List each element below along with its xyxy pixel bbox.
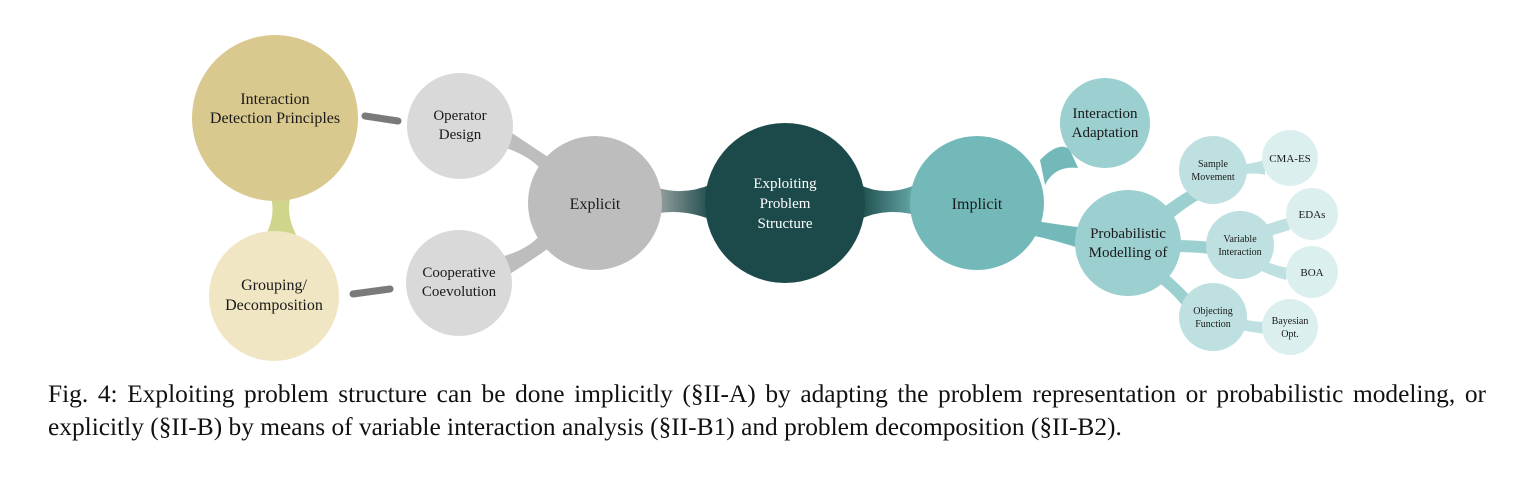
node-objecting-function	[1179, 283, 1247, 351]
label-implicit-line: Implicit	[952, 196, 1003, 213]
label-grouping-decomposition-line: Decomposition	[225, 297, 323, 314]
connector-implicit-adaptation	[1040, 146, 1078, 185]
label-interaction-detection-line: Interaction	[240, 91, 309, 108]
node-variable-interaction	[1206, 211, 1274, 279]
label-grouping-decomposition: Grouping/Decomposition	[225, 277, 323, 314]
label-operator-design: Operator Design	[433, 108, 486, 143]
label-interaction-adaptation: Interaction Adaptation	[1072, 106, 1139, 141]
node-probabilistic-modelling	[1075, 190, 1181, 296]
label-bayesian-opt-line: Opt.	[1281, 329, 1299, 340]
mind-map-diagram: Interaction Detection Principles Grouping…	[192, 35, 1338, 361]
label-edas: EDAs	[1299, 209, 1326, 221]
label-boa: BOA	[1300, 267, 1323, 279]
node-implicit	[910, 136, 1044, 270]
node-interaction-adaptation	[1060, 78, 1150, 168]
node-interaction-detection	[192, 35, 358, 201]
node-grouping-decomposition	[209, 231, 339, 361]
node-center	[705, 123, 865, 283]
label-operator-design-line: Operator	[433, 108, 486, 124]
dash-grouping-cooperative	[349, 285, 394, 298]
label-probabilistic-modelling-line: Modelling of	[1089, 245, 1168, 261]
node-cma-es	[1262, 130, 1318, 186]
label-objecting-function-line: Function	[1195, 319, 1231, 330]
connector-implicit-probabilistic	[1030, 220, 1085, 250]
labels: Interaction Detection Principles Grouping…	[210, 91, 1326, 340]
label-variable-interaction-line: Variable	[1223, 234, 1257, 245]
label-interaction-detection: Interaction Detection Principles	[210, 91, 340, 127]
dash-interaction-operator	[361, 112, 402, 125]
label-objecting-function: Objecting Function	[1193, 306, 1232, 330]
label-cma-es-line: CMA-ES	[1269, 153, 1311, 165]
label-boa-line: BOA	[1300, 267, 1323, 279]
figure-caption: Fig. 4: Exploiting problem structure can…	[48, 380, 1486, 441]
label-variable-interaction: Variable Interaction	[1218, 234, 1261, 258]
label-cooperative-coevolution-line: Cooperative	[422, 265, 496, 281]
label-center-line: Problem	[760, 196, 811, 212]
node-boa	[1286, 246, 1338, 298]
label-interaction-adaptation-line: Adaptation	[1072, 125, 1139, 141]
label-operator-design-line: Design	[439, 127, 482, 143]
node-edas	[1286, 188, 1338, 240]
label-interaction-detection-line: Detection Principles	[210, 110, 340, 127]
label-cooperative-coevolution-line: Coevolution	[422, 284, 497, 300]
label-implicit: Implicit	[952, 196, 1003, 213]
label-center: Exploiting Problem Structure	[753, 176, 817, 232]
node-explicit	[528, 136, 662, 270]
node-operator-design	[407, 73, 513, 179]
connector-center-implicit	[858, 180, 925, 220]
nodes	[192, 35, 1338, 361]
label-bayesian-opt: Bayesian Opt.	[1272, 316, 1309, 340]
label-explicit: Explicit	[570, 196, 621, 213]
label-probabilistic-modelling-line: Probabilistic	[1090, 226, 1166, 242]
node-cooperative-coevolution	[406, 230, 512, 336]
label-grouping-decomposition-line: Grouping/	[241, 277, 307, 294]
label-cma-es: CMA-ES	[1269, 153, 1311, 165]
label-edas-line: EDAs	[1299, 209, 1326, 221]
label-sample-movement: Sample Movement	[1191, 159, 1235, 183]
node-bayesian-opt	[1262, 299, 1318, 355]
label-explicit-line: Explicit	[570, 196, 621, 213]
label-cooperative-coevolution: Cooperative Coevolution	[422, 265, 497, 300]
label-objecting-function-line: Objecting	[1193, 306, 1232, 317]
label-sample-movement-line: Movement	[1191, 172, 1235, 183]
label-probabilistic-modelling: Probabilistic Modelling of	[1089, 226, 1168, 261]
label-bayesian-opt-line: Bayesian	[1272, 316, 1309, 327]
label-sample-movement-line: Sample	[1198, 159, 1229, 170]
label-center-line: Exploiting	[753, 176, 817, 192]
node-sample-movement	[1179, 136, 1247, 204]
label-center-line: Structure	[758, 216, 813, 232]
label-variable-interaction-line: Interaction	[1218, 247, 1261, 258]
label-interaction-adaptation-line: Interaction	[1073, 106, 1138, 122]
